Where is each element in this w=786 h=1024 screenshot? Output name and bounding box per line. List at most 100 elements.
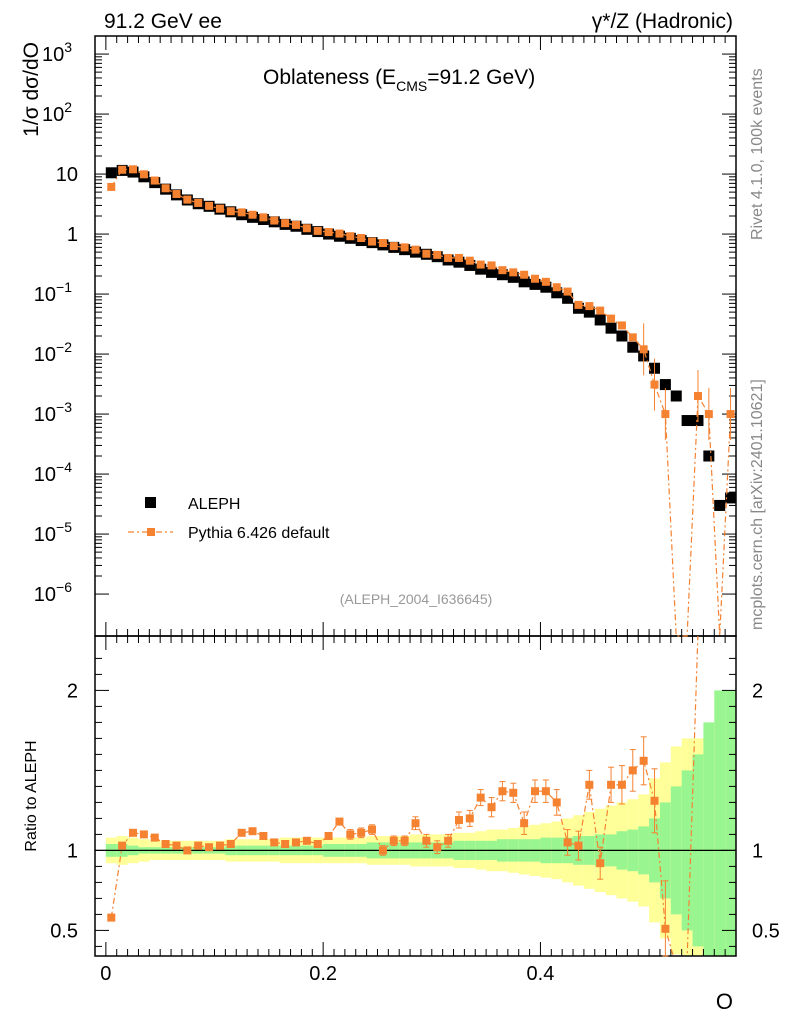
ratio-ytick-label-right: 1 — [752, 840, 763, 862]
pythia-data-point — [107, 182, 116, 191]
aleph-data-point — [551, 287, 563, 299]
ratio-data-point — [172, 841, 181, 850]
main-ytick-label: 10−2 — [34, 339, 72, 366]
ratio-data-point — [628, 766, 637, 775]
ratio-line — [110, 636, 699, 956]
ratio-data-point — [411, 819, 420, 828]
pythia-data-point — [465, 256, 474, 265]
ratio-data-point — [215, 841, 224, 850]
aleph-data-point — [605, 322, 617, 334]
ratio-data-point — [639, 756, 648, 765]
pythia-data-point — [411, 245, 420, 254]
process-label: γ*/Z (Hadronic) — [592, 10, 733, 33]
aleph-data-point — [540, 281, 552, 293]
ratio-data-point — [585, 780, 594, 789]
ratio-data-point — [444, 836, 453, 845]
ratio-data-marks — [107, 636, 699, 957]
legend-label-aleph: ALEPH — [188, 496, 240, 513]
ratio-data-point — [194, 841, 203, 850]
ratio-data-point — [617, 780, 626, 789]
ratio-data-point — [183, 846, 192, 855]
ratio-axis-ticks: 0.5 0.5 1 1 2 2 0 0.2 0.4 — [50, 636, 780, 985]
main-ytick-label: 10−1 — [34, 279, 72, 306]
ratio-xtick-label: 0.2 — [309, 963, 337, 985]
ratio-data-point — [563, 838, 572, 847]
ratio-data-point — [118, 841, 127, 850]
pythia-line — [110, 168, 732, 637]
pythia-data-point — [693, 392, 702, 400]
pythia-data-point — [520, 270, 529, 279]
ratio-data-point — [389, 836, 398, 845]
pythia-data-point — [335, 229, 344, 238]
ratio-data-point — [476, 793, 485, 802]
main-data-marks — [105, 164, 737, 637]
main-ytick-label: 10−3 — [34, 399, 72, 426]
aleph-data-point — [496, 269, 508, 281]
legend-marker-pythia — [147, 528, 155, 536]
pythia-data-point — [498, 266, 507, 275]
aleph-data-point — [703, 450, 715, 462]
aleph-data-point — [583, 306, 595, 318]
ratio-data-point — [226, 840, 235, 848]
pythia-data-point — [172, 190, 181, 199]
ratio-data-point — [259, 832, 268, 840]
legend: ALEPH Pythia 6.426 default — [128, 496, 330, 542]
main-ytick-label: 10 — [56, 164, 78, 186]
pythia-data-point — [487, 261, 496, 270]
pythia-data-point — [454, 253, 463, 262]
pythia-data-point — [183, 195, 192, 204]
pythia-data-point — [226, 207, 235, 216]
pythia-data-point — [563, 287, 572, 296]
pythia-data-point — [389, 242, 398, 251]
ratio-data-point — [520, 819, 529, 828]
ratio-data-point — [498, 787, 507, 796]
ratio-ytick-label: 0.5 — [50, 920, 78, 942]
aleph-data-point — [475, 263, 487, 275]
pythia-data-point — [704, 410, 713, 419]
pythia-data-point — [324, 228, 333, 237]
main-ytick-label: 10−6 — [34, 579, 72, 606]
ratio-data-point — [313, 840, 322, 848]
pythia-data-point — [161, 184, 170, 193]
pythia-data-point — [552, 283, 561, 292]
ratio-data-point — [378, 846, 387, 855]
ratio-data-point — [205, 843, 214, 852]
pythia-data-point — [650, 380, 659, 389]
ratio-data-point — [302, 836, 311, 845]
ratio-data-point — [107, 913, 116, 922]
pythia-data-point — [541, 277, 550, 286]
ratio-data-point — [433, 843, 442, 852]
aleph-data-point — [518, 276, 530, 288]
pythia-data-point — [139, 170, 148, 179]
ratio-data-point — [357, 828, 366, 837]
pythia-data-point — [248, 210, 257, 219]
pythia-data-point — [639, 345, 648, 354]
pythia-data-point — [444, 253, 453, 262]
aleph-data-point — [562, 292, 574, 304]
pythia-data-point — [259, 213, 268, 222]
main-axis-ticks: 10−6 10−5 10−4 10−3 10−2 10−1 1 10 102 103 — [34, 36, 736, 636]
pythia-data-point — [215, 204, 224, 213]
ratio-data-point — [454, 816, 463, 824]
aleph-data-point — [627, 341, 639, 353]
pythia-data-point — [378, 238, 387, 247]
pythia-data-point — [346, 232, 355, 241]
analysis-tag: (ALEPH_2004_I636645) — [340, 591, 493, 607]
pythia-data-point — [205, 201, 214, 210]
stat-uncertainty-band — [725, 690, 736, 956]
ratio-data-point — [531, 787, 540, 796]
pythia-data-point — [281, 219, 290, 228]
pythia-data-point — [270, 216, 279, 225]
ratio-data-point — [281, 840, 290, 848]
pythia-data-point — [574, 300, 583, 309]
aleph-data-point — [659, 379, 671, 391]
x-axis-label: O — [716, 989, 733, 1014]
pythia-data-point — [368, 237, 377, 246]
pythia-data-point — [585, 302, 594, 311]
ratio-ytick-label: 2 — [67, 680, 78, 702]
pythia-data-point — [291, 220, 300, 229]
aleph-data-point — [594, 314, 606, 326]
pythia-data-point — [118, 165, 127, 174]
energy-label: 91.2 GeV ee — [104, 10, 222, 33]
